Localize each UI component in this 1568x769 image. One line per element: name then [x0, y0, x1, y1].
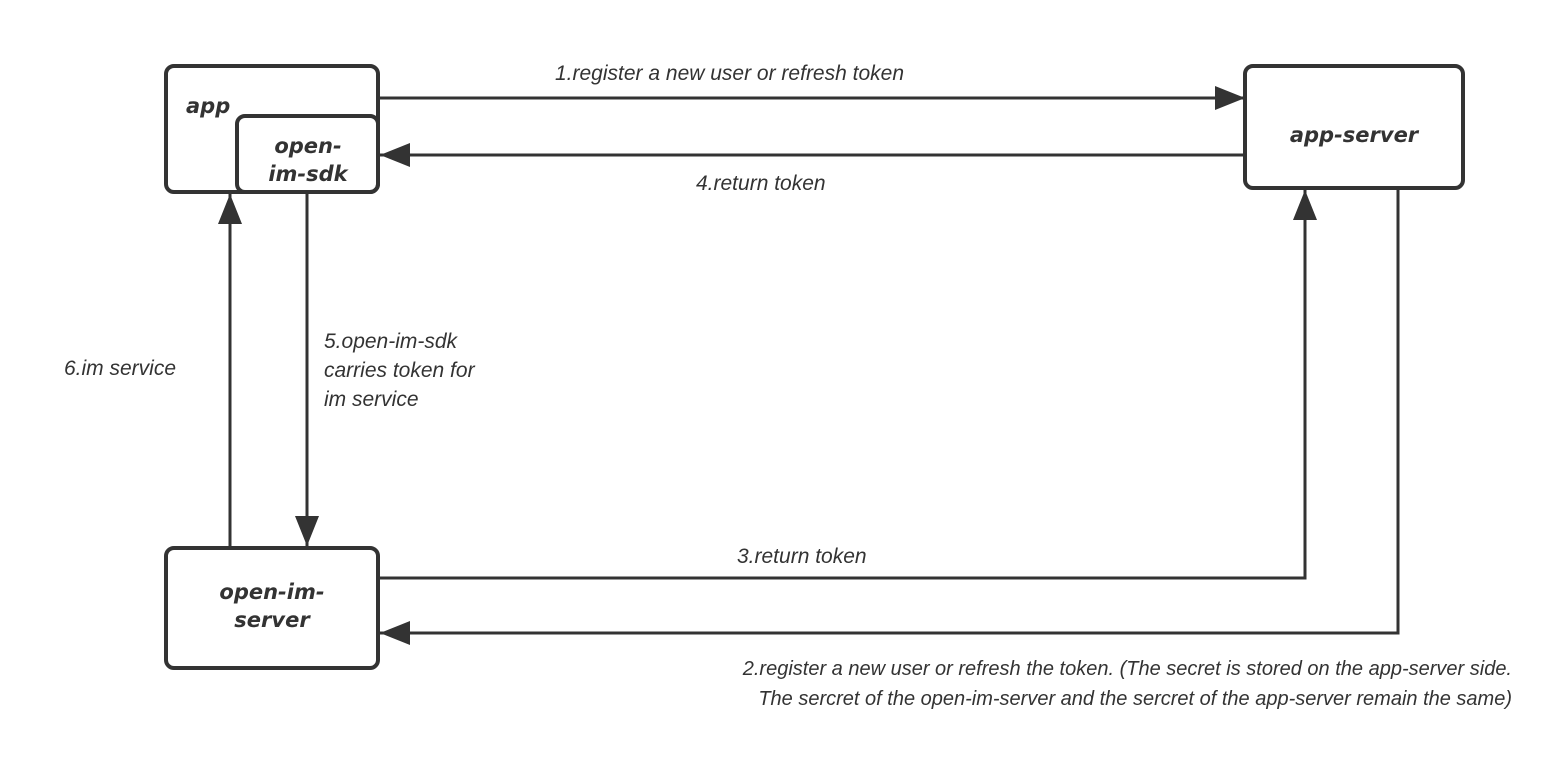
edge-label-5-line3: im service	[324, 388, 419, 411]
edge-label-2-line2: The sercret of the open-im-server and th…	[758, 688, 1512, 710]
arrow-2	[380, 188, 1400, 645]
edge-label-2: 2.register a new user or refresh the tok…	[743, 654, 1512, 714]
app-label: app	[186, 94, 231, 118]
edge-label-2-line1: 2.register a new user or refresh the tok…	[742, 658, 1512, 680]
edge-label-6: 6.im service	[64, 357, 177, 380]
edge-label-3: 3.return token	[737, 545, 867, 568]
open-im-server-box	[164, 546, 380, 670]
app-server-label: app-server	[1289, 123, 1419, 147]
arrow-3	[378, 190, 1317, 580]
edge-label-5: 5.open-im-sdk carries token for im servi…	[324, 327, 475, 414]
edge-label-5-line1: 5.open-im-sdk	[324, 330, 458, 353]
open-im-sdk-label-line1: open-	[274, 134, 342, 158]
app-server-box	[1243, 64, 1465, 190]
open-im-server-label-line2: server	[234, 608, 310, 632]
edge-label-5-line2: carries token for	[324, 359, 475, 382]
edge-label-4: 4.return token	[696, 172, 826, 195]
open-im-sdk-label-line2: im-sdk	[268, 162, 348, 186]
open-im-server-label-line1: open-im-	[219, 580, 325, 604]
edge-label-1: 1.register a new user or refresh token	[555, 62, 905, 85]
open-im-server-label: open-im- server	[166, 578, 378, 634]
open-im-sdk-label: open- im-sdk	[240, 132, 376, 188]
